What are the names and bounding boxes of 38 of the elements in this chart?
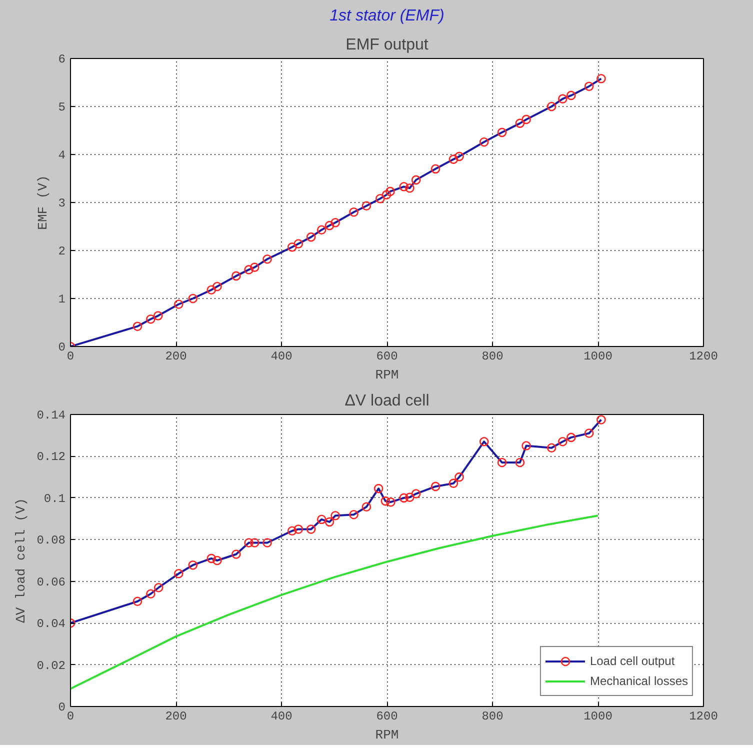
x-tick-label: 0 [66, 710, 74, 724]
x-axis-title: RPM [375, 728, 399, 742]
y-tick-label: 1 [58, 292, 66, 306]
legend-label: Mechanical losses [590, 674, 688, 688]
y-tick-label: 6 [58, 52, 66, 66]
y-axis-title: ΔV load cell (V) [14, 498, 29, 623]
chart-title: EMF output [346, 36, 429, 54]
x-axis-title: RPM [375, 368, 399, 382]
y-tick-label: 3 [58, 196, 66, 210]
x-tick-label: 600 [376, 350, 398, 364]
y-tick-label: 0.06 [36, 575, 66, 590]
y-tick-label: 0.14 [36, 408, 66, 422]
y-tick-label: 0 [58, 700, 66, 714]
text: 1st stator (EMF) [330, 8, 444, 24]
y-tick-label: 0 [58, 340, 66, 354]
x-tick-label: 1000 [584, 350, 612, 364]
x-tick-label: 1000 [584, 710, 612, 724]
x-tick-label: 600 [376, 710, 398, 724]
legend-label: Load cell output [590, 654, 675, 668]
x-tick-label: 200 [165, 350, 187, 364]
x-tick-label: 800 [482, 710, 504, 724]
y-tick-label: 4 [58, 148, 66, 162]
y-tick-label: 0.02 [36, 658, 66, 673]
y-tick-label: 0.04 [36, 617, 66, 632]
y-axis-title: EMF (V) [35, 175, 50, 230]
y-tick-label: 0.1 [44, 492, 66, 506]
chart-title: ΔV load cell [344, 392, 430, 410]
x-tick-label: 800 [482, 350, 504, 364]
x-tick-label: 1200 [689, 350, 718, 364]
x-tick-label: 0 [66, 350, 74, 364]
x-tick-label: 200 [165, 710, 187, 724]
y-tick-label: 0.08 [36, 534, 66, 548]
x-tick-label: 1200 [689, 710, 718, 724]
x-tick-label: 400 [270, 710, 292, 724]
x-tick-label: 400 [270, 350, 292, 364]
y-tick-label: 0.12 [36, 450, 66, 464]
y-tick-label: 2 [58, 244, 66, 258]
y-tick-label: 5 [58, 100, 66, 114]
